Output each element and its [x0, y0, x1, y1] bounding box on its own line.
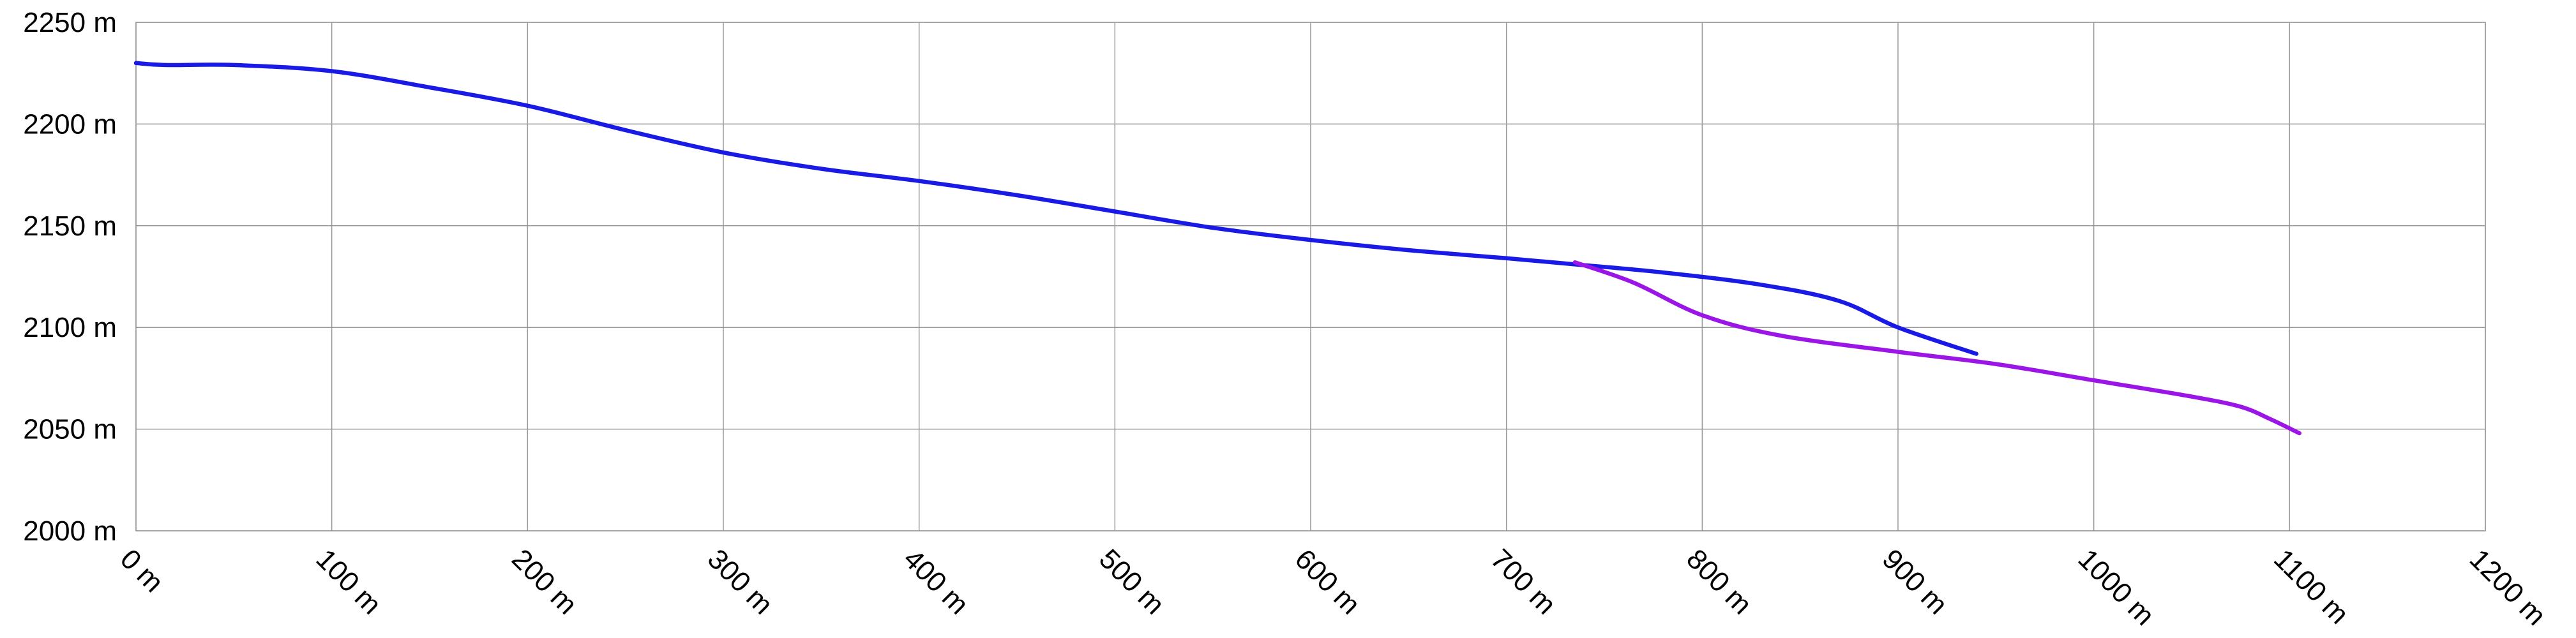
x-tick-label: 200 m	[506, 543, 583, 620]
y-tick-label: 2100 m	[23, 312, 117, 343]
y-axis-tick-labels: 2000 m 2050 m 2100 m 2150 m 2200 m 2250 m	[23, 7, 117, 547]
y-tick-label: 2000 m	[23, 516, 117, 547]
x-tick-label: 0 m	[114, 543, 170, 598]
x-axis-tick-labels: 0 m 100 m 200 m 300 m 400 m 500 m 600 m 700 m 80…	[114, 543, 2552, 631]
x-tick-label: 1100 m	[2268, 543, 2354, 630]
x-tick-label: 400 m	[898, 543, 975, 620]
x-tick-label: 300 m	[702, 543, 779, 620]
series-line-1	[133, 61, 1978, 356]
x-tick-label: 500 m	[1093, 543, 1170, 620]
x-tick-label: 800 m	[1680, 543, 1758, 620]
y-tick-label: 2150 m	[23, 211, 117, 242]
x-tick-label: 700 m	[1485, 543, 1562, 620]
series-line-2	[1572, 260, 2301, 436]
x-tick-label: 100 m	[310, 543, 388, 620]
series-group	[133, 61, 2301, 436]
x-tick-label: 900 m	[1876, 543, 1954, 620]
y-tick-label: 2050 m	[23, 414, 117, 445]
y-tick-label: 2250 m	[23, 7, 117, 38]
plot-frame	[135, 22, 2486, 531]
x-tick-label: 1000 m	[2072, 543, 2160, 631]
x-tick-label: 600 m	[1289, 543, 1366, 620]
x-tick-label: 1200 m	[2464, 543, 2552, 631]
y-tick-label: 2200 m	[23, 108, 117, 140]
